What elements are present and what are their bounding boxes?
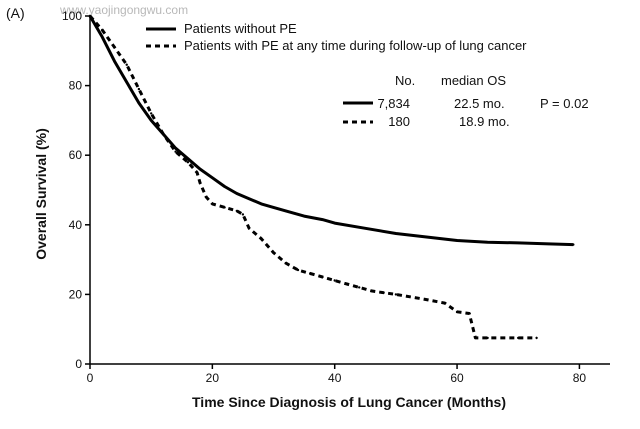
series-0-point [486,241,489,244]
y-tick-label: 100 [62,9,82,23]
series-1-point [443,301,446,305]
series-1-point [535,336,538,340]
series-1-point [517,336,520,340]
series-1-point [260,237,263,240]
y-axis-title: Overall Survival (%) [33,128,49,260]
series-0-point [333,221,336,225]
stats-no-dashed: 180 [388,114,410,129]
stats-header-no: No. [395,73,415,88]
series-0-point [101,35,104,39]
watermark-text: www.yaojingongwu.com [59,3,188,17]
legend-label-solid: Patients without PE [184,21,297,36]
series-1-point [309,272,312,275]
series-0-point [186,157,190,160]
series-1-point [241,213,245,216]
series-1-point [205,195,208,199]
series-layer [88,14,575,340]
x-tick-label: 60 [450,371,464,385]
series-1-point [468,312,471,315]
series-1-point [333,279,336,282]
y-tick-label: 40 [69,218,83,232]
x-tick-label: 80 [573,371,587,385]
series-0-point [235,192,238,195]
series-0-point [321,218,324,221]
panel-label: (A) [6,5,25,21]
stats-no-solid: 7,834 [377,96,410,111]
x-tick-label: 40 [328,371,342,385]
series-1-point [101,28,104,32]
series-1-point [211,202,214,206]
x-tick-label: 0 [87,371,94,385]
series-1-point [195,171,199,174]
series-0-point [547,242,550,246]
series-0-point [223,185,226,188]
series-1-point [394,293,398,296]
series-1-point [455,310,459,313]
series-0-point [455,239,459,242]
series-1-point [296,268,300,272]
y-tick-label: 60 [69,148,83,162]
series-0-point [364,227,367,230]
series-1-point [370,289,373,293]
series-0-point [572,243,575,246]
y-tick-label: 0 [75,357,82,371]
series-0-point [272,206,275,209]
series-0-point [211,176,214,179]
y-tick-label: 80 [69,79,83,93]
axes: 0 20 40 60 80 0 20 40 60 80 100 [62,9,610,385]
series-0-point [198,167,202,171]
series-1-point [113,46,116,49]
series-1-point [125,63,128,66]
series-1-point [235,209,238,213]
series-0-point [150,119,153,122]
series-1-point [198,181,202,185]
series-1-point [223,206,226,209]
series-1-point [345,282,349,286]
series-1-point [272,251,275,254]
series-0-point [302,214,306,218]
series-1-point [137,87,141,91]
series-1-point [425,298,428,301]
series-0-point [125,80,128,84]
series-line-with-pe [88,15,537,340]
series-0-point [284,209,287,213]
series-1-point [174,150,177,153]
series-0-point [425,235,428,239]
p-value: P = 0.02 [540,96,589,111]
stats-median-solid: 22.5 mo. [454,96,505,111]
series-0-point [394,232,398,235]
series-1-point [162,133,165,136]
y-tick-label: 20 [69,287,83,301]
series-0-point [247,197,251,200]
legend-label-dashed: Patients with PE at any time during foll… [184,38,527,53]
series-1-point [88,14,92,18]
series-0-point [174,147,177,150]
series-1-point [358,286,361,289]
series-line-without-pe [88,15,574,247]
series-1-point [247,227,251,230]
series-1-point [486,336,489,340]
series-0-point [113,60,116,63]
legend: Patients without PE Patients with PE at … [146,21,527,53]
series-1-point [150,112,153,115]
stats-table: No. median OS 7,834 22.5 mo. P = 0.02 18… [343,73,589,129]
series-1-point [321,275,324,279]
series-0-point [517,241,520,245]
series-1-point [186,161,190,164]
x-axis-title: Time Since Diagnosis of Lung Cancer (Mon… [192,394,506,410]
series-1-point [284,261,287,265]
x-tick-label: 20 [206,371,220,385]
series-1-point [382,291,385,294]
stats-median-dashed: 18.9 mo. [459,114,510,129]
series-1-point [474,336,477,340]
stats-header-median: median OS [441,73,506,88]
series-0-point [260,202,263,206]
series-0-point [137,101,141,105]
